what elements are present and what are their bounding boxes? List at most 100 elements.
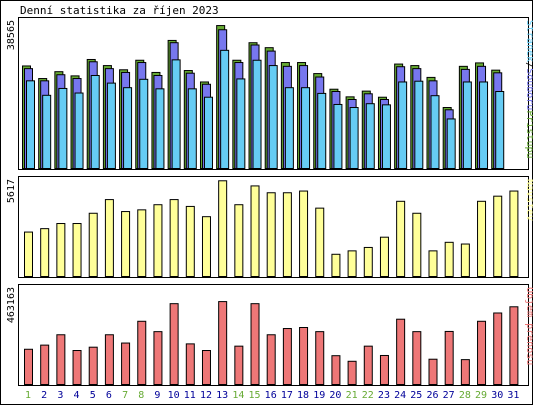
bar-objem: [444, 330, 454, 386]
bar-objem: [153, 331, 163, 385]
bar-navstev: [137, 209, 147, 277]
bar-navstev: [88, 212, 98, 277]
bar-navstev: [460, 243, 470, 277]
panel-1: 38565 Stránek/SouborůPřístupů: [6, 17, 533, 170]
x-tick-label: 19: [313, 390, 325, 401]
bar-objem: [331, 355, 341, 386]
bar-objem: [72, 350, 82, 386]
bar-objem: [396, 318, 406, 385]
x-tick-label: 7: [122, 390, 128, 401]
x-tick-label: 15: [248, 390, 260, 401]
bar-navstev: [24, 231, 33, 277]
bar-stranek: [139, 78, 149, 169]
x-tick-label: 9: [154, 390, 160, 401]
bar-navstev: [121, 211, 131, 278]
bar-navstev: [72, 223, 82, 277]
bar-objem: [428, 358, 438, 386]
bar-navstev: [412, 212, 422, 277]
legend: Objem přenosů: [524, 287, 533, 365]
x-tick-label: 21: [346, 390, 358, 401]
bar-objem: [412, 331, 422, 385]
y-axis-max-label: 5617: [6, 179, 17, 203]
bar-stranek: [446, 118, 456, 169]
bar-stranek: [220, 49, 230, 169]
bar-objem: [169, 303, 179, 385]
bar-navstev: [266, 192, 276, 277]
bar-objem: [24, 348, 33, 386]
x-tick-label: 14: [232, 390, 244, 401]
bar-stranek: [42, 94, 52, 169]
x-tick-label: 28: [459, 390, 471, 401]
legend-navstev: Návštěv: [524, 179, 533, 221]
x-tick-label: 23: [378, 390, 390, 401]
bar-objem: [299, 327, 309, 386]
bar-navstev: [201, 216, 211, 278]
bar-navstev: [509, 190, 519, 278]
x-tick-label: 12: [200, 390, 212, 401]
bar-objem: [315, 331, 325, 385]
bar-stranek: [155, 88, 165, 169]
x-tick-label: 20: [329, 390, 341, 401]
bar-navstev: [428, 250, 438, 278]
bar-navstev: [169, 199, 179, 278]
legend-stranek: Stránek: [524, 20, 533, 62]
bar-navstev: [299, 190, 309, 278]
bar-stranek: [349, 107, 359, 169]
bar-objem: [363, 345, 373, 385]
bar-navstev: [153, 204, 163, 277]
bar-navstev: [477, 200, 487, 277]
bar-stranek: [106, 82, 116, 169]
bar-objem: [460, 359, 470, 385]
panel-3: 463163 Objem přenosů: [6, 284, 533, 386]
bar-stranek: [171, 59, 181, 169]
bar-stranek: [479, 81, 489, 169]
bar-stranek: [462, 81, 472, 169]
bar-navstev: [218, 180, 228, 277]
bar-objem: [509, 306, 519, 386]
bar-objem: [137, 320, 147, 385]
bar-stranek: [333, 103, 343, 169]
bar-navstev: [347, 250, 357, 278]
y-axis-max-label: 38565: [6, 20, 17, 50]
x-tick-label: 11: [184, 390, 196, 401]
bar-objem: [185, 343, 195, 386]
x-tick-label: 16: [265, 390, 277, 401]
bar-stranek: [74, 92, 84, 169]
bar-objem: [104, 334, 114, 386]
bar-navstev: [250, 185, 260, 277]
bar-stranek: [365, 103, 375, 169]
legend: Stránek/SouborůPřístupů: [524, 20, 533, 159]
x-tick-label: 30: [491, 390, 503, 401]
x-tick-label: 26: [426, 390, 438, 401]
bar-navstev: [493, 195, 503, 277]
x-tick-label: 31: [507, 390, 519, 401]
bar-objem: [282, 328, 292, 386]
legend-objem: Objem přenosů: [524, 287, 533, 365]
bar-objem: [477, 320, 487, 385]
bar-navstev: [331, 253, 341, 278]
bar-stranek: [381, 104, 391, 169]
bar-navstev: [185, 205, 195, 277]
panel-2: 5617 Návštěv: [6, 176, 533, 278]
bar-objem: [56, 334, 66, 386]
bar-stranek: [317, 92, 327, 169]
x-tick-label: 2: [41, 390, 47, 401]
legend-souboru: Souborů: [524, 68, 533, 110]
bar-stranek: [495, 91, 505, 169]
x-tick-label: 22: [362, 390, 374, 401]
bar-objem: [40, 344, 50, 386]
bar-stranek: [268, 65, 278, 169]
bar-objem: [201, 350, 211, 386]
legend: Návštěv: [524, 179, 533, 221]
bar-stranek: [398, 81, 408, 169]
y-axis-max-label: 463163: [6, 287, 17, 323]
x-tick-label: 4: [74, 390, 80, 401]
bar-navstev: [315, 207, 325, 277]
x-tick-label: 18: [297, 390, 309, 401]
bar-navstev: [282, 192, 292, 277]
x-tick-label: 27: [443, 390, 455, 401]
bar-objem: [347, 360, 357, 385]
legend-pristupu: Přístupů: [524, 110, 533, 158]
x-tick-label: 10: [168, 390, 180, 401]
